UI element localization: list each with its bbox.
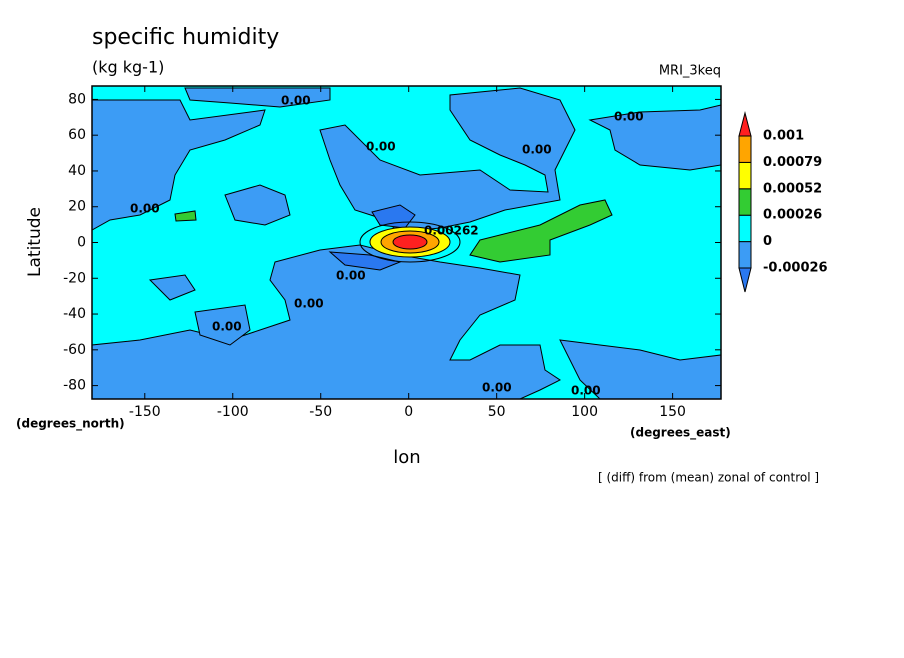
region xyxy=(174,210,197,222)
region xyxy=(91,99,266,231)
x-tick-label: 150 xyxy=(659,404,686,420)
region xyxy=(194,304,251,346)
y-tick-label: 0 xyxy=(77,235,86,251)
y-tick-label: -60 xyxy=(63,342,86,358)
x-axis-label: lon xyxy=(393,447,420,468)
y-tick-label: 20 xyxy=(68,199,86,215)
x-tick-label: -150 xyxy=(129,404,161,420)
colorbar-label: 0.00079 xyxy=(763,155,822,170)
chart-title: specific humidity xyxy=(92,25,279,50)
model-name: MRI_3keq xyxy=(659,64,721,79)
contour-label: 0.00 xyxy=(281,94,311,108)
region xyxy=(588,104,722,171)
contour-label: 0.00 xyxy=(130,202,160,216)
colorbar-label: 0.00026 xyxy=(763,208,822,223)
colorbar-label: 0.00052 xyxy=(763,181,822,196)
chart-subtitle: (kg kg-1) xyxy=(92,58,164,77)
colorbar-segment xyxy=(738,161,752,190)
region xyxy=(392,234,428,250)
colorbar-label: 0.001 xyxy=(763,129,804,144)
colorbar-label: -0.00026 xyxy=(763,261,828,276)
x-tick-label: -100 xyxy=(217,404,249,420)
colorbar-extend xyxy=(738,267,752,293)
contour-line xyxy=(359,221,461,263)
x-tick-label: 50 xyxy=(488,404,506,420)
contour-label: 0.00 xyxy=(522,143,552,157)
colorbar-label: 0 xyxy=(763,234,772,249)
contour-label: 0.00 xyxy=(571,384,601,398)
y-tick-label: 60 xyxy=(68,127,86,143)
x-unit: (degrees_east) xyxy=(630,426,731,441)
x-tick-label: 0 xyxy=(404,404,413,420)
map: 0.00 0.00 0.00 0.00 0.00 0.00 0.00 0.00 … xyxy=(91,86,722,400)
region xyxy=(91,244,561,400)
footnote: [ (diff) from (mean) zonal of control ] xyxy=(598,471,819,485)
y-tick-label: 80 xyxy=(68,91,86,107)
contour-label: 0.00 xyxy=(482,381,512,395)
colorbar-segment xyxy=(738,214,752,243)
y-tick-label: -40 xyxy=(63,306,86,322)
region xyxy=(184,87,331,108)
region xyxy=(328,251,402,271)
x-tick-label: 100 xyxy=(571,404,598,420)
region xyxy=(148,274,196,301)
colorbar-segment xyxy=(738,135,752,163)
contour-label: 0.00 xyxy=(336,269,366,283)
y-tick-label: 40 xyxy=(68,163,86,179)
contour-label: 0.00 xyxy=(614,110,644,124)
colorbar-segment xyxy=(738,188,752,216)
colorbar-segment xyxy=(738,241,752,269)
contour-label: 0.00 xyxy=(366,140,396,154)
x-tick-label: -50 xyxy=(309,404,332,420)
y-tick-label: -20 xyxy=(63,270,86,286)
region xyxy=(224,184,291,226)
y-axis-label: Latitude xyxy=(25,207,45,277)
contour-label: 0.00262 xyxy=(424,224,479,238)
region xyxy=(469,199,613,263)
contour-label: 0.00 xyxy=(294,297,324,311)
contour-label: 0.00 xyxy=(212,320,242,334)
y-unit: (degrees_north) xyxy=(16,417,125,432)
colorbar-extend xyxy=(738,111,752,137)
y-tick-label: -80 xyxy=(63,378,86,394)
